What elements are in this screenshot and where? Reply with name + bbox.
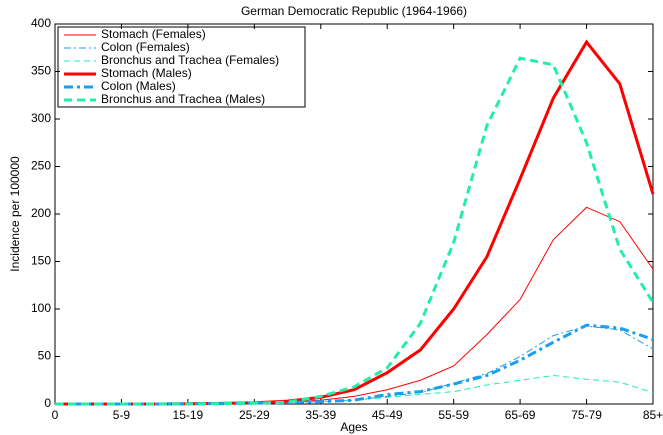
y-tick-label: 100 [31, 301, 51, 315]
chart-title: German Democratic Republic (1964-1966) [241, 4, 467, 18]
series-line [55, 39, 655, 406]
y-tick-label: 250 [31, 159, 51, 173]
x-tick-label: 0 [52, 408, 59, 422]
x-axis-label: Ages [340, 420, 367, 434]
series-line [55, 374, 654, 405]
y-tick-label: 50 [38, 349, 52, 363]
legend-label: Bronchus and Trachea (Males) [101, 92, 265, 106]
x-tick-label: 15-19 [173, 408, 204, 422]
x-tick-label: 55-59 [438, 408, 469, 422]
legend-label: Colon (Females) [101, 40, 190, 54]
x-tick-label: 25-29 [239, 408, 270, 422]
series-line [55, 206, 654, 405]
y-tick-label: 0 [44, 396, 51, 410]
legend-label: Stomach (Females) [101, 27, 206, 41]
series-line [55, 323, 654, 406]
y-axis-label: Incidence per 100000 [8, 156, 22, 272]
y-tick-label: 350 [31, 64, 51, 78]
y-tick-label: 150 [31, 254, 51, 268]
series-line [55, 56, 655, 406]
series-line [55, 325, 654, 405]
x-tick-label: 65-69 [505, 408, 536, 422]
y-tick-label: 300 [31, 111, 51, 125]
x-tick-label: 5-9 [113, 408, 131, 422]
x-tick-label: 75-79 [571, 408, 602, 422]
legend-label: Colon (Males) [101, 79, 176, 93]
x-tick-label: 45-49 [372, 408, 403, 422]
legend-label: Stomach (Males) [101, 66, 192, 80]
y-tick-label: 400 [31, 16, 51, 30]
legend-box [57, 26, 306, 108]
x-tick-label: 35-39 [305, 408, 336, 422]
legend-label: Bronchus and Trachea (Females) [101, 53, 279, 67]
x-tick-label: 85+ [643, 408, 663, 422]
y-tick-label: 200 [31, 206, 51, 220]
